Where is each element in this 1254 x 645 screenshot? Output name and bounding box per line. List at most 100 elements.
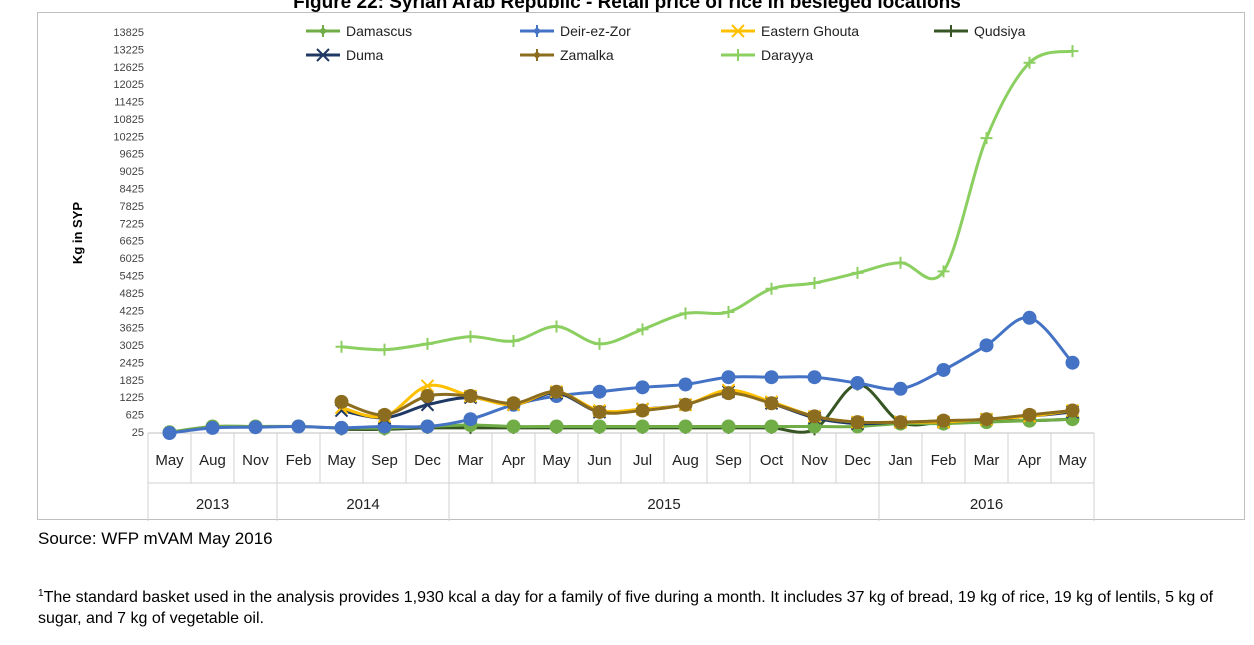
legend-marker [534, 28, 540, 34]
x-tick-label: Apr [1018, 452, 1041, 469]
legend-item-darayya: Darayya [721, 47, 813, 63]
footnote: 1The standard basket used in the analysi… [38, 583, 1252, 629]
data-point-darayya [1023, 56, 1036, 69]
data-point-deir-ez-zor [248, 420, 263, 435]
y-tick-label: 5425 [120, 270, 144, 282]
data-point-darayya [335, 340, 348, 353]
y-axis-label: Kg in SYP [70, 202, 85, 264]
legend-label: Zamalka [560, 47, 614, 63]
x-tick-label: Oct [760, 452, 784, 469]
x-tick-label: Sep [715, 452, 742, 469]
series-deir-ez-zor [162, 310, 1080, 440]
data-point-darayya [851, 266, 864, 279]
data-point-zamalka [721, 386, 736, 401]
x-tick-label: Mar [974, 452, 1000, 469]
data-point-darayya [808, 277, 821, 289]
y-tick-label: 3025 [120, 340, 144, 352]
data-point-deir-ez-zor [678, 377, 693, 392]
y-tick-label: 625 [126, 410, 144, 422]
legend-marker [534, 52, 540, 58]
legend-label: Qudsiya [974, 23, 1026, 39]
data-point-zamalka [549, 384, 564, 399]
y-tick-label: 12625 [113, 62, 144, 74]
data-point-zamalka [979, 412, 994, 427]
data-point-deir-ez-zor [721, 370, 736, 385]
data-point-zamalka [1065, 403, 1080, 418]
data-point-zamalka [463, 389, 478, 404]
data-point-zamalka [807, 409, 822, 424]
data-point-damascus [807, 419, 822, 434]
data-point-zamalka [592, 404, 607, 419]
footnote-text: The standard basket used in the analysis… [38, 589, 1214, 627]
data-point-darayya [593, 337, 606, 350]
data-point-deir-ez-zor [764, 370, 779, 385]
y-tick-label: 6625 [120, 236, 144, 248]
y-tick-label: 3625 [120, 323, 144, 335]
data-point-deir-ez-zor [592, 384, 607, 399]
legend-item-eastern-ghouta: Eastern Ghouta [721, 23, 859, 39]
year-label: 2014 [346, 496, 379, 513]
data-point-darayya [937, 265, 950, 278]
chart-frame: 25 625 1225 1825 2425 3025 3625 4225 4825 5425 602… [37, 12, 1245, 521]
legend-item-duma: Duma [306, 47, 384, 63]
x-tick-label: Nov [801, 452, 828, 469]
y-tick-label: 1825 [120, 375, 144, 387]
legend-marker [316, 48, 330, 62]
data-point-darayya [722, 305, 735, 318]
y-tick-label: 9625 [120, 149, 144, 161]
x-tick-label: May [155, 452, 184, 469]
legend-label: Deir-ez-Zor [560, 23, 631, 39]
x-tick-label: Jul [633, 452, 652, 469]
legend-label: Duma [346, 47, 384, 63]
x-tick-label: Nov [242, 452, 269, 469]
year-label: 2013 [196, 496, 229, 513]
data-point-deir-ez-zor [162, 426, 177, 440]
x-tick-label: Aug [199, 452, 226, 469]
data-point-damascus [592, 419, 607, 434]
y-tick-label: 7825 [120, 201, 144, 213]
data-point-darayya [421, 337, 434, 350]
x-tick-label: Jun [587, 452, 611, 469]
x-tick-label: Feb [931, 452, 957, 469]
line-chart: 25 625 1225 1825 2425 3025 3625 4225 4825 5425 602… [70, 23, 1095, 521]
data-point-eastern-ghouta [420, 379, 435, 393]
y-tick-label: 6025 [120, 253, 144, 265]
data-point-darayya [550, 320, 563, 333]
data-point-damascus [549, 419, 564, 434]
y-tick-label: 11425 [114, 97, 144, 109]
y-tick-label: 7225 [120, 218, 144, 230]
y-tick-label: 2425 [120, 357, 144, 369]
data-point-darayya [378, 343, 391, 356]
y-tick-label: 8425 [120, 184, 144, 196]
series-darayya [335, 45, 1079, 356]
x-tick-label: Aug [672, 452, 699, 469]
data-point-damascus [506, 419, 521, 434]
data-point-deir-ez-zor [807, 370, 822, 385]
data-point-zamalka [936, 413, 951, 428]
data-point-darayya [765, 282, 778, 295]
data-point-deir-ez-zor [420, 419, 435, 434]
legend-marker [945, 25, 957, 37]
data-point-darayya [507, 334, 520, 347]
data-point-zamalka [678, 397, 693, 412]
data-point-darayya [636, 323, 649, 336]
data-point-damascus [764, 419, 779, 434]
x-tick-label: Dec [414, 452, 441, 469]
data-point-zamalka [893, 415, 908, 430]
y-tick-label: 9025 [120, 166, 144, 178]
legend-marker [731, 24, 745, 38]
data-point-damascus [678, 419, 693, 434]
data-point-zamalka [635, 403, 650, 418]
x-tick-label: May [542, 452, 571, 469]
series-line-eastern-ghouta [341, 383, 1073, 425]
legend-label: Damascus [346, 23, 412, 39]
data-point-deir-ez-zor [1065, 355, 1080, 370]
year-label: 2016 [970, 496, 1003, 513]
x-tick-label: May [327, 452, 356, 469]
data-point-deir-ez-zor [377, 419, 392, 434]
legend-marker [732, 49, 744, 61]
series-line-deir-ez-zor [169, 316, 1074, 435]
data-point-darayya [464, 330, 477, 343]
legend-item-qudsiya: Qudsiya [934, 23, 1026, 39]
data-point-deir-ez-zor [205, 420, 220, 435]
